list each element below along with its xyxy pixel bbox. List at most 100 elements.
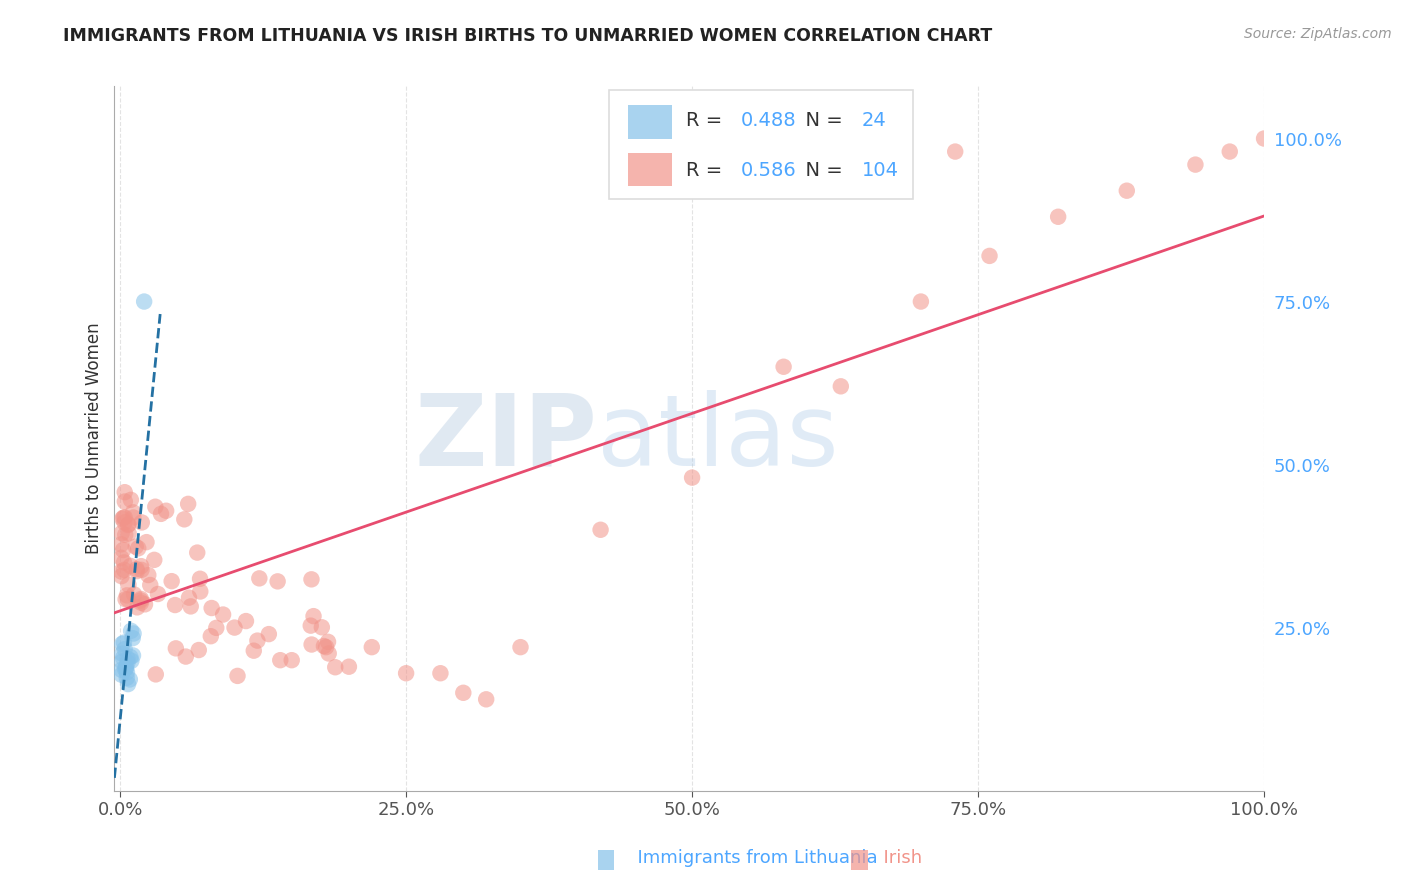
- Point: [146, 587, 169, 601]
- Point: [136, 568, 159, 582]
- Point: [131, 516, 153, 530]
- Point: [1047, 210, 1070, 224]
- Point: [475, 692, 498, 706]
- Point: [112, 563, 135, 577]
- Point: [129, 593, 152, 607]
- Point: [145, 667, 167, 681]
- Point: [112, 516, 135, 530]
- Point: [212, 607, 235, 622]
- Y-axis label: Births to Unmarried Women: Births to Unmarried Women: [86, 323, 103, 554]
- Bar: [628, 153, 672, 186]
- Point: [247, 571, 270, 585]
- Point: [117, 655, 139, 669]
- Point: [266, 574, 288, 589]
- Point: [114, 510, 136, 524]
- Point: [830, 379, 852, 393]
- Point: [122, 626, 145, 640]
- Point: [111, 637, 134, 651]
- Text: R =: R =: [686, 112, 728, 130]
- Point: [201, 601, 224, 615]
- Point: [299, 618, 322, 632]
- Point: [134, 294, 156, 309]
- Point: [115, 665, 138, 680]
- Point: [111, 526, 134, 541]
- Point: [120, 558, 142, 573]
- Text: atlas: atlas: [598, 390, 839, 487]
- Point: [114, 485, 136, 500]
- Point: [115, 661, 138, 675]
- Point: [205, 621, 228, 635]
- Point: [772, 359, 794, 374]
- Point: [115, 588, 138, 602]
- Point: [110, 565, 132, 579]
- Point: [111, 655, 134, 669]
- Point: [165, 598, 187, 612]
- Point: [129, 559, 152, 574]
- Point: [118, 673, 141, 687]
- Point: [188, 572, 211, 586]
- Point: [589, 523, 612, 537]
- Point: [118, 526, 141, 541]
- Point: [120, 624, 142, 638]
- Point: [301, 572, 323, 586]
- Point: [139, 578, 162, 592]
- Point: [121, 631, 143, 645]
- Point: [117, 651, 139, 665]
- Point: [246, 633, 269, 648]
- Point: [127, 541, 149, 556]
- Point: [188, 584, 211, 599]
- Point: [224, 621, 246, 635]
- Point: [112, 543, 135, 558]
- Point: [1115, 184, 1137, 198]
- Point: [110, 537, 132, 551]
- Point: [852, 164, 875, 178]
- Point: [160, 574, 183, 589]
- Point: [155, 504, 177, 518]
- Point: [226, 669, 249, 683]
- Point: [395, 666, 418, 681]
- Point: [1184, 158, 1206, 172]
- Text: IMMIGRANTS FROM LITHUANIA VS IRISH BIRTHS TO UNMARRIED WOMEN CORRELATION CHART: IMMIGRANTS FROM LITHUANIA VS IRISH BIRTH…: [63, 27, 993, 45]
- Point: [122, 648, 145, 663]
- Point: [186, 546, 208, 560]
- Point: [180, 599, 202, 614]
- Point: [117, 517, 139, 532]
- Point: [122, 510, 145, 524]
- Point: [112, 651, 135, 665]
- Point: [509, 640, 531, 655]
- Point: [177, 591, 200, 605]
- Point: [316, 635, 339, 649]
- Point: [125, 540, 148, 554]
- Point: [1253, 131, 1275, 145]
- Point: [174, 649, 197, 664]
- Point: [112, 555, 135, 569]
- Point: [112, 635, 135, 649]
- Point: [1219, 145, 1241, 159]
- Text: ZIP: ZIP: [415, 390, 598, 487]
- Point: [165, 641, 187, 656]
- Point: [120, 492, 142, 507]
- Point: [127, 600, 149, 615]
- Point: [111, 512, 134, 526]
- Point: [125, 564, 148, 578]
- Point: [337, 659, 360, 673]
- Point: [187, 643, 209, 657]
- Text: N =: N =: [793, 112, 849, 130]
- Point: [143, 500, 166, 514]
- Point: [115, 671, 138, 685]
- Point: [323, 660, 346, 674]
- Point: [235, 614, 257, 628]
- Point: [429, 666, 451, 681]
- Point: [134, 598, 156, 612]
- Point: [117, 518, 139, 533]
- Point: [114, 592, 136, 607]
- Point: [910, 294, 932, 309]
- Text: 0.488: 0.488: [741, 112, 797, 130]
- Point: [173, 512, 195, 526]
- Point: [143, 553, 166, 567]
- Point: [117, 677, 139, 691]
- Point: [117, 592, 139, 607]
- Text: R =: R =: [686, 161, 728, 179]
- Text: 24: 24: [862, 112, 886, 130]
- Point: [110, 667, 132, 681]
